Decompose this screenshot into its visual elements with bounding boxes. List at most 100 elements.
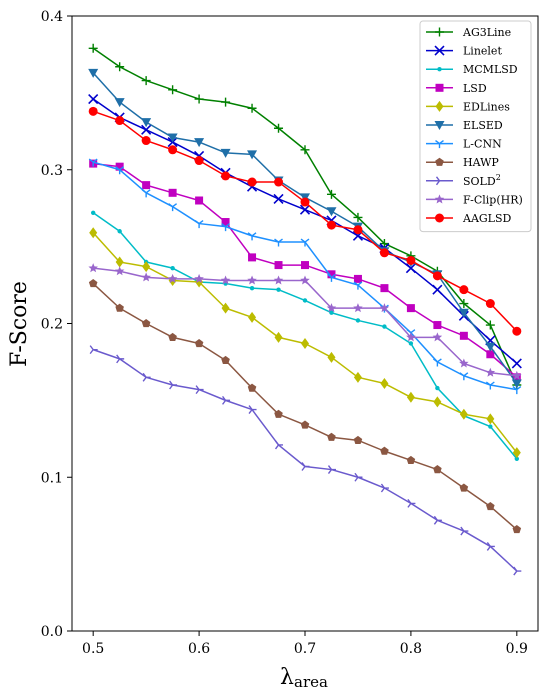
data-point-lsd (486, 350, 495, 359)
data-point-lsd (327, 270, 336, 279)
data-point-sold (486, 542, 495, 551)
data-point-aaglsd (353, 225, 363, 235)
data-point-sold (301, 462, 310, 471)
series-hawp (88, 279, 522, 534)
data-point-hawp (486, 501, 495, 511)
data-point-edlines (433, 396, 442, 408)
data-point-ag3line (485, 320, 495, 330)
legend-entry-lsd: LSD (426, 82, 487, 95)
data-point-l-cnn (141, 189, 151, 198)
y-tick-label: 0.2 (41, 317, 63, 333)
series-line-sold (92, 348, 518, 572)
data-point-linelet (432, 284, 443, 295)
data-point-f-clip-hr (485, 367, 496, 377)
data-point-sold (89, 345, 98, 355)
data-point-f-clip-hr (88, 263, 98, 273)
data-point-hawp (406, 455, 416, 464)
data-point-sold (513, 566, 522, 576)
series-l-cnn (88, 158, 522, 395)
data-point-mcmlsd (276, 287, 281, 292)
legend-label: MCMLSD (463, 63, 518, 76)
data-point-l-cnn (274, 238, 283, 247)
x-axis-label-sub: area (294, 673, 328, 691)
data-point-mcmlsd (382, 324, 387, 329)
data-point-sold (407, 498, 416, 508)
data-point-aaglsd (432, 271, 442, 281)
data-point-elsed (326, 207, 337, 217)
data-point-sold (380, 483, 389, 493)
data-point-aaglsd (115, 116, 125, 126)
data-point-l-cnn (300, 238, 310, 247)
data-point-l-cnn (194, 220, 204, 229)
data-point-elsed (220, 148, 231, 158)
data-point-f-clip-hr (194, 273, 204, 283)
data-point-sold (195, 385, 204, 395)
data-point-l-cnn (432, 358, 442, 367)
data-point-ag3line (168, 85, 178, 95)
data-point-edlines (142, 261, 151, 273)
legend-swatch-marker (437, 67, 442, 72)
data-point-hawp (88, 279, 98, 288)
legend-entry-ag3line: AG3Line (426, 26, 511, 39)
data-point-l-cnn (168, 203, 178, 212)
data-point-hawp (141, 319, 151, 328)
data-point-aaglsd (88, 106, 98, 116)
legend-entry-mcmlsd: MCMLSD (426, 63, 518, 76)
series-sold (89, 345, 522, 576)
data-point-f-clip-hr (432, 332, 443, 342)
data-point-f-clip-hr (247, 275, 257, 285)
data-point-hawp (459, 483, 469, 492)
data-point-edlines (459, 408, 468, 420)
data-point-l-cnn (353, 281, 363, 290)
data-point-linelet (141, 124, 152, 135)
data-point-mcmlsd (488, 424, 493, 429)
data-point-sold (433, 515, 442, 525)
data-point-edlines (248, 311, 257, 323)
data-point-edlines (301, 337, 309, 349)
data-point-hawp (327, 432, 336, 441)
legend-swatch-marker (435, 176, 444, 186)
data-point-ag3line (88, 43, 98, 53)
legend-entry-f-clip-hr: F-Clip(HR) (426, 193, 523, 206)
data-point-f-clip-hr (379, 303, 390, 313)
legend-swatch-marker (434, 45, 445, 56)
legend: AG3Line Linelet MCMLSD LSD EDLines ELSED L-CNN… (419, 20, 532, 233)
data-point-hawp (274, 409, 283, 418)
legend-swatch-marker (435, 157, 444, 166)
legend-entry-l-cnn: L-CNN (426, 138, 502, 151)
data-point-lsd (142, 181, 151, 190)
data-point-f-clip-hr (220, 275, 231, 285)
legend-swatch-marker (435, 213, 444, 223)
data-point-mcmlsd (355, 318, 361, 323)
legend-label: L-CNN (463, 138, 502, 151)
data-point-lsd (353, 274, 362, 283)
data-point-edlines (221, 302, 230, 314)
data-point-mcmlsd (408, 341, 414, 346)
data-point-ag3line (194, 94, 204, 104)
data-point-mcmlsd (249, 285, 255, 291)
data-point-lsd (248, 253, 257, 262)
data-point-f-clip-hr (353, 303, 363, 313)
legend-swatch-marker (435, 140, 444, 149)
data-point-ag3line (274, 123, 284, 133)
data-point-mcmlsd (329, 310, 334, 315)
data-point-edlines (115, 256, 124, 268)
data-point-l-cnn (88, 158, 98, 167)
legend-swatch-marker (435, 83, 444, 92)
data-point-hawp (300, 420, 310, 429)
y-tick-label: 0.0 (41, 624, 63, 640)
data-point-aaglsd (485, 299, 495, 309)
data-point-linelet (299, 204, 311, 215)
legend-label: F-Clip(HR) (463, 193, 523, 206)
data-point-edlines (486, 413, 495, 425)
data-point-hawp (247, 383, 257, 392)
data-point-lsd (301, 261, 309, 270)
data-point-sold (222, 395, 231, 405)
data-point-aaglsd (141, 136, 151, 146)
data-point-edlines (274, 331, 283, 343)
data-point-lsd (274, 261, 283, 270)
data-point-sold (142, 372, 151, 382)
data-point-linelet (273, 193, 284, 205)
data-point-edlines (380, 377, 389, 389)
data-point-lsd (380, 284, 389, 293)
